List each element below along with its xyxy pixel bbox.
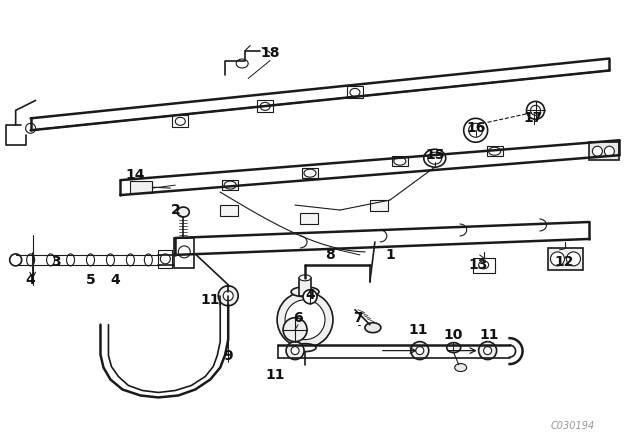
Circle shape	[283, 318, 307, 342]
Ellipse shape	[47, 254, 54, 266]
Bar	[370, 200, 388, 211]
Text: 1: 1	[385, 248, 395, 262]
Text: 4: 4	[111, 273, 120, 287]
Circle shape	[26, 123, 36, 134]
Circle shape	[531, 105, 541, 115]
Ellipse shape	[291, 287, 319, 297]
Circle shape	[303, 290, 317, 304]
Text: 8: 8	[325, 248, 335, 262]
Ellipse shape	[447, 343, 461, 353]
Circle shape	[291, 347, 299, 355]
Ellipse shape	[127, 254, 134, 266]
Bar	[299, 278, 311, 296]
Text: 17: 17	[524, 112, 543, 125]
Bar	[158, 250, 172, 268]
Ellipse shape	[394, 157, 406, 165]
Circle shape	[479, 342, 497, 360]
Text: 6: 6	[293, 311, 303, 325]
Text: 2: 2	[170, 203, 180, 217]
Circle shape	[484, 347, 492, 355]
Ellipse shape	[224, 181, 236, 189]
Ellipse shape	[428, 152, 442, 164]
Ellipse shape	[86, 254, 95, 266]
Ellipse shape	[175, 117, 186, 125]
Circle shape	[468, 123, 483, 137]
Circle shape	[277, 292, 333, 348]
Text: 16: 16	[466, 121, 485, 135]
Text: 15: 15	[425, 148, 445, 162]
Ellipse shape	[424, 149, 445, 167]
Circle shape	[218, 286, 238, 306]
Text: 7: 7	[353, 311, 363, 325]
Bar	[220, 205, 238, 216]
Ellipse shape	[106, 254, 115, 266]
Text: 9: 9	[223, 349, 233, 362]
Circle shape	[161, 254, 170, 264]
Circle shape	[285, 300, 325, 340]
Bar	[222, 180, 238, 190]
Text: 14: 14	[125, 168, 145, 182]
Ellipse shape	[177, 207, 189, 217]
Ellipse shape	[260, 103, 270, 110]
Ellipse shape	[67, 254, 74, 266]
Text: 3: 3	[51, 255, 60, 269]
Text: 11: 11	[200, 293, 220, 307]
Circle shape	[179, 246, 190, 258]
Text: 13: 13	[468, 258, 487, 272]
Circle shape	[566, 252, 580, 266]
Bar	[392, 156, 408, 166]
Text: 4: 4	[26, 273, 35, 287]
Circle shape	[604, 146, 614, 156]
Text: 11: 11	[266, 367, 285, 382]
Text: 10: 10	[443, 327, 462, 342]
Circle shape	[223, 291, 233, 301]
Text: 11: 11	[408, 323, 428, 336]
Ellipse shape	[304, 169, 316, 177]
Ellipse shape	[454, 364, 467, 371]
Text: C030194: C030194	[550, 422, 595, 431]
Ellipse shape	[145, 254, 152, 266]
Bar	[174, 238, 195, 268]
Text: 5: 5	[86, 273, 95, 287]
Circle shape	[593, 146, 602, 156]
Circle shape	[416, 347, 424, 355]
Ellipse shape	[27, 254, 35, 266]
Bar	[302, 168, 318, 178]
Ellipse shape	[488, 147, 500, 155]
Bar	[589, 142, 620, 160]
Circle shape	[411, 342, 429, 360]
Circle shape	[550, 252, 564, 266]
Circle shape	[464, 118, 488, 142]
Ellipse shape	[236, 59, 248, 68]
Text: 11: 11	[480, 327, 499, 342]
Ellipse shape	[365, 323, 381, 333]
Bar	[131, 181, 152, 193]
Bar	[547, 248, 584, 270]
Text: 18: 18	[260, 46, 280, 60]
Text: 4: 4	[305, 288, 315, 302]
Bar	[172, 115, 188, 127]
Ellipse shape	[479, 261, 488, 269]
Ellipse shape	[299, 275, 311, 281]
Circle shape	[527, 101, 545, 119]
Bar	[486, 146, 502, 156]
Circle shape	[286, 342, 304, 360]
Ellipse shape	[10, 254, 22, 266]
Text: 12: 12	[555, 255, 574, 269]
Bar	[473, 258, 495, 273]
Ellipse shape	[350, 88, 360, 96]
Bar	[257, 100, 273, 112]
Ellipse shape	[294, 344, 316, 352]
Bar	[300, 213, 318, 224]
Bar	[347, 86, 363, 99]
